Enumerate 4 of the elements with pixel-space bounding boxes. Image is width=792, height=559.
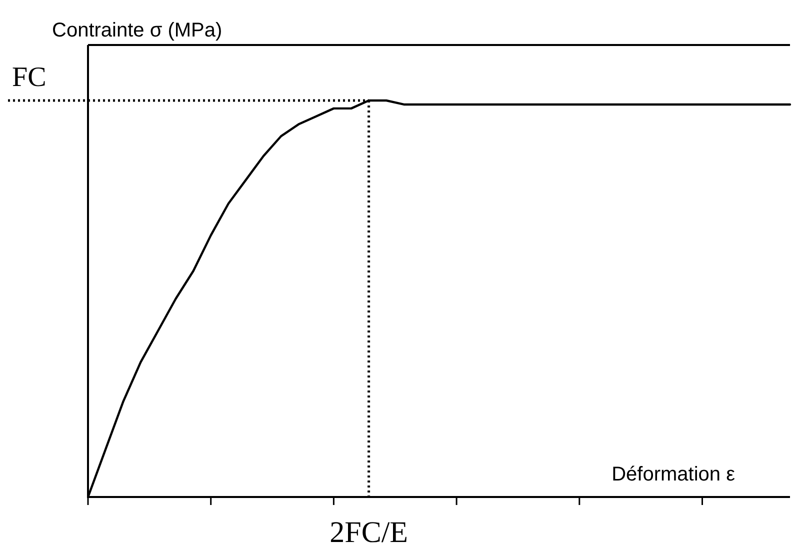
ref-line-label: FC	[12, 62, 46, 93]
y-axis-title: Contrainte σ (MPa)	[52, 20, 222, 42]
text: 2FC/E	[330, 516, 408, 549]
x-axis-title: Déformation ε	[612, 464, 736, 486]
